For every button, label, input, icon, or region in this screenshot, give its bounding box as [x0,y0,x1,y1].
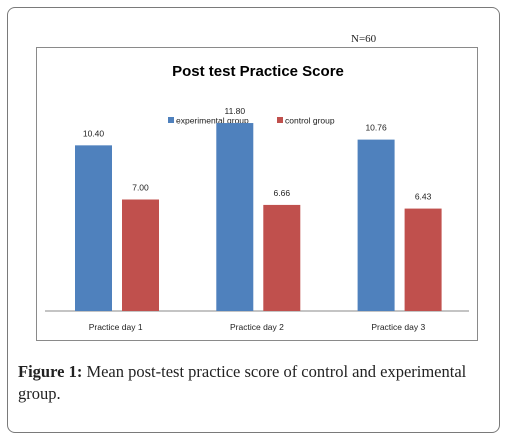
data-label-experimental-day3: 10.76 [365,123,387,133]
bar-experimental-day2 [216,123,254,312]
figure-caption: Figure 1: Mean post-test practice score … [18,361,490,405]
data-label-control-day1: 7.00 [132,183,149,193]
data-label-experimental-day1: 10.40 [83,128,105,138]
chart-title: Post test Practice Score [172,63,344,80]
x-tick-label-day2: Practice day 2 [230,322,284,332]
bar-experimental-day3 [357,139,395,311]
bar-chart: Post test Practice Score experimental gro… [45,63,469,332]
chart-container: Post test Practice Score experimental gro… [36,47,478,341]
bar-experimental-day1 [75,145,112,311]
bar-control-day3 [404,208,442,311]
legend-label-2: control group [285,116,335,126]
data-label-control-day2: 6.66 [274,188,291,198]
figure-caption-text: Mean post-test practice score of control… [18,362,467,403]
data-label-control-day3: 6.43 [415,192,432,202]
bar-control-day1 [122,199,159,311]
legend-swatch-2 [277,117,283,123]
legend-swatch-1 [168,117,174,123]
sample-size-label: N=60 [351,33,377,45]
x-tick-label-day3: Practice day 3 [371,322,425,332]
bar-control-day2 [263,204,301,311]
x-tick-label-day1: Practice day 1 [89,322,143,332]
figure-label: Figure 1: [18,362,83,381]
legend-label-1: experimental group [176,116,249,126]
data-label-experimental-day2: 11.80 [224,106,245,116]
